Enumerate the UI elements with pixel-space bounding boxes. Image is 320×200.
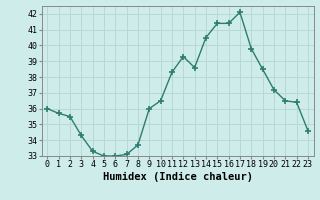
X-axis label: Humidex (Indice chaleur): Humidex (Indice chaleur) bbox=[103, 172, 252, 182]
